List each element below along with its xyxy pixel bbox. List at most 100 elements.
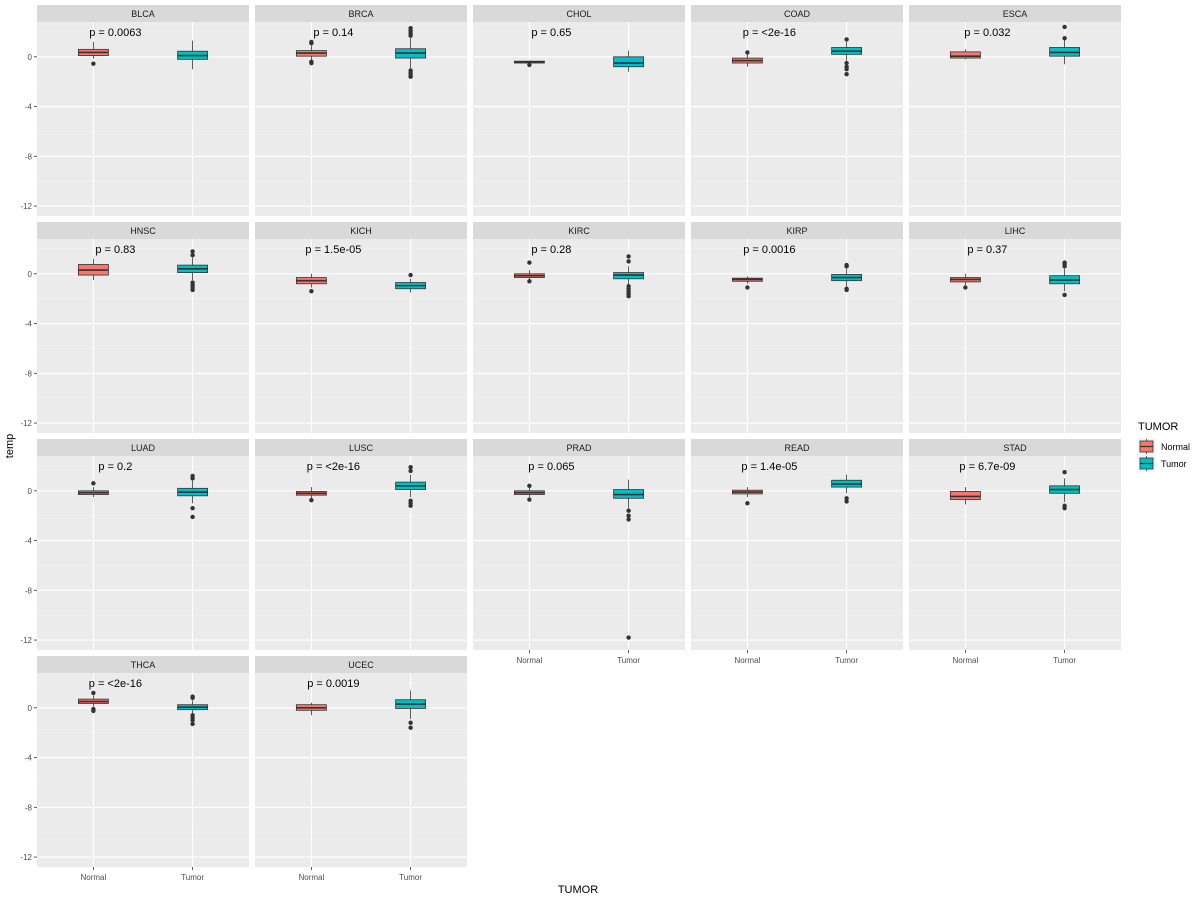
facet-strip-label: LUSC	[349, 443, 374, 453]
p-value-label: p = 0.0016	[743, 244, 795, 256]
outlier-point	[527, 483, 532, 489]
outlier-point	[309, 497, 314, 503]
panel-background	[909, 22, 1121, 216]
panel-background	[37, 673, 249, 867]
p-value-label: p = 0.37	[967, 244, 1007, 256]
y-tick-label: -12	[20, 419, 32, 428]
panel-background	[909, 456, 1121, 650]
facet-strip	[909, 439, 1121, 456]
facet-strip	[691, 5, 903, 22]
facet-strip-label: LUAD	[131, 443, 156, 453]
p-value-label: p = 1.5e-05	[305, 244, 361, 256]
outlier-point	[745, 501, 750, 506]
panel-hnsc: HNSC -12 -8 -4 0 p = 0.83	[20, 222, 249, 433]
p-value-label: p = 0.14	[313, 27, 353, 39]
outlier-point	[309, 289, 314, 294]
panel-coad: COAD p = <2e-16	[691, 5, 903, 216]
y-tick-label: -4	[25, 103, 33, 112]
panel-prad: PRAD p = 0.065 Normal Tumor	[473, 439, 685, 665]
facet-strip-label: BLCA	[131, 9, 155, 19]
facet-strip-label: BRCA	[348, 9, 373, 19]
legend-label-normal: Normal	[1161, 442, 1190, 452]
x-tick-label: Normal	[953, 656, 979, 665]
facet-strip	[37, 656, 249, 673]
outlier-point	[190, 252, 195, 258]
facet-strip	[473, 439, 685, 456]
p-value-label: p = 1.4e-05	[741, 461, 797, 473]
outlier-point	[1062, 506, 1067, 511]
outlier-point	[844, 72, 849, 77]
outlier-point	[626, 259, 631, 264]
panel-brca: BRCA p = 0.14	[255, 5, 467, 216]
x-tick-label: Normal	[517, 656, 543, 665]
outlier-point	[844, 499, 849, 504]
facet-strip	[473, 222, 685, 239]
panel-lihc: LIHC p = 0.37	[909, 222, 1121, 433]
legend-key-tumor: Tumor	[1138, 455, 1187, 472]
x-tick-label: Tumor	[835, 656, 858, 665]
panel-thca: THCA -12 -8 -4 0 p = <2e-16 Normal Tumor	[20, 656, 249, 882]
outlier-point	[408, 272, 413, 278]
p-value-label: p = 0.065	[528, 461, 574, 473]
facet-strip-label: PRAD	[566, 443, 592, 453]
outlier-point	[190, 694, 195, 699]
panel-luad: LUAD -12 -8 -4 0 p = 0.2	[20, 439, 249, 650]
outlier-point	[1062, 469, 1067, 475]
y-tick-label: -12	[20, 853, 32, 862]
y-tick-label: -12	[20, 636, 32, 645]
p-value-label: p = <2e-16	[743, 27, 796, 39]
panel-chol: CHOL p = 0.65	[473, 5, 685, 216]
facet-strip-label: ESCA	[1003, 9, 1028, 19]
facet-strip	[691, 439, 903, 456]
p-value-label: p = 0.0019	[307, 678, 359, 690]
outlier-point	[527, 260, 532, 265]
facet-strip	[37, 5, 249, 22]
facet-strip-label: UCEC	[348, 660, 374, 670]
facet-strip-label: LIHC	[1005, 226, 1026, 236]
outlier-point	[408, 464, 413, 470]
outlier-point	[190, 718, 195, 723]
outlier-point	[1062, 292, 1067, 298]
outlier-point	[190, 249, 195, 254]
facet-strip-label: KIRC	[568, 226, 590, 236]
outlier-point	[626, 254, 631, 259]
box-normal	[949, 491, 981, 500]
outlier-point	[626, 508, 631, 513]
panel-esca: ESCA p = 0.032	[909, 5, 1121, 216]
facet-strip-label: KICH	[350, 226, 372, 236]
outlier-point	[1062, 24, 1067, 30]
outlier-point	[309, 60, 314, 66]
y-tick-label: 0	[28, 487, 33, 496]
y-tick-label: -8	[25, 586, 33, 595]
panel-kirp: KIRP p = 0.0016	[691, 222, 903, 433]
outlier-point	[745, 50, 750, 55]
y-tick-label: -12	[20, 202, 32, 211]
facet-strip	[37, 439, 249, 456]
facet-strip-label: HNSC	[130, 226, 156, 236]
outlier-point	[91, 481, 96, 486]
outlier-point	[190, 514, 195, 520]
box-tumor	[613, 56, 645, 68]
panels-layer: BLCA -12 -8 -4 0 p = 0.0063 BRCA p = 0.14 CHOL p …	[20, 5, 1121, 882]
y-tick-label: -8	[25, 369, 33, 378]
x-tick-label: Tumor	[181, 873, 204, 882]
x-tick-label: Tumor	[399, 873, 422, 882]
outlier-point	[844, 67, 849, 72]
facet-strip-label: STAD	[1003, 443, 1027, 453]
panel-background	[909, 239, 1121, 433]
y-tick-label: -8	[25, 152, 33, 161]
y-tick-label: 0	[28, 270, 33, 279]
outlier-point	[408, 26, 413, 31]
panel-kich: KICH p = 1.5e-05	[255, 222, 467, 433]
outlier-point	[190, 287, 195, 293]
p-value-label: p = 0.83	[95, 244, 135, 256]
x-tick-label: Tumor	[1053, 656, 1076, 665]
panel-background	[255, 673, 467, 867]
facet-strip	[473, 5, 685, 22]
outlier-point	[190, 721, 195, 727]
x-tick-label: Tumor	[617, 656, 640, 665]
p-value-label: p = 6.7e-09	[959, 461, 1015, 473]
outlier-point	[626, 513, 631, 518]
outlier-point	[91, 690, 96, 696]
